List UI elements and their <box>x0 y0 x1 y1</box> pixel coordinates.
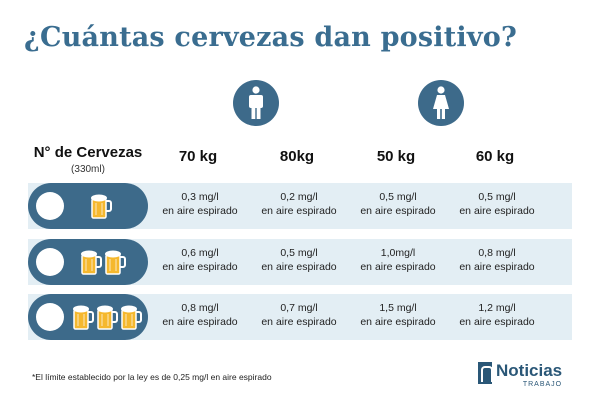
value-cell: 0,7 mg/l en aire espirado <box>261 302 337 328</box>
beer-count-pill <box>28 294 148 340</box>
value-cell: 0,5 mg/l en aire espirado <box>261 247 337 273</box>
beer-mug-icon <box>97 305 118 330</box>
beers-column-header: N° de Cervezas (330ml) <box>28 144 148 175</box>
beer-count-pill <box>28 239 148 285</box>
value-cell: 0,6 mg/l en aire espirado <box>162 247 238 273</box>
footnote: *El límite establecido por la ley es de … <box>32 372 272 382</box>
beer-mug-icon <box>121 305 142 330</box>
logo-mark-icon <box>478 362 493 384</box>
value-cell: 1,2 mg/l en aire espirado <box>459 302 535 328</box>
value-cell: 0,3 mg/l en aire espirado <box>162 191 238 217</box>
value-cell: 0,8 mg/l en aire espirado <box>459 247 535 273</box>
column-header-70kg: 70 kg <box>178 148 218 165</box>
beer-mug-icon <box>105 250 126 275</box>
value-cell: 0,5 mg/l en aire espirado <box>360 191 436 217</box>
column-header-50kg: 50 kg <box>376 148 416 165</box>
value-cell: 1,0mg/l en aire espirado <box>360 247 436 273</box>
woman-icon <box>418 80 464 126</box>
value-cell: 0,8 mg/l en aire espirado <box>162 302 238 328</box>
beer-mug-icon <box>81 250 102 275</box>
beer-mugs <box>72 304 142 330</box>
beer-count-pill <box>28 183 148 229</box>
beers-sub-label: (330ml) <box>71 164 105 175</box>
value-cell: 0,2 mg/l en aire espirado <box>261 191 337 217</box>
logo-name: Noticias <box>496 361 563 380</box>
table-row: 0,6 mg/l en aire espirado 0,5 mg/l en aire… <box>28 239 572 285</box>
brand-logo: Noticias TRABAJO <box>478 362 562 388</box>
beer-mugs <box>90 193 112 219</box>
table-row: 0,3 mg/l en aire espirado 0,2 mg/l en aire… <box>28 183 572 229</box>
page-title: ¿Cuántas cervezas dan positivo? <box>24 22 517 53</box>
marker-dot <box>36 303 64 331</box>
value-cell: 0,5 mg/l en aire espirado <box>459 191 535 217</box>
marker-dot <box>36 248 64 276</box>
marker-dot <box>36 192 64 220</box>
table-row: 0,8 mg/l en aire espirado 0,7 mg/l en aire… <box>28 294 572 340</box>
beer-mug-icon <box>91 194 112 219</box>
value-cell: 1,5 mg/l en aire espirado <box>360 302 436 328</box>
beers-label: N° de Cervezas <box>33 144 143 161</box>
man-icon <box>233 80 279 126</box>
column-header-80kg: 80kg <box>279 148 315 165</box>
beer-mugs <box>80 249 126 275</box>
beer-mug-icon <box>73 305 94 330</box>
column-header-60kg: 60 kg <box>475 148 515 165</box>
logo-tag: TRABAJO <box>522 381 563 388</box>
